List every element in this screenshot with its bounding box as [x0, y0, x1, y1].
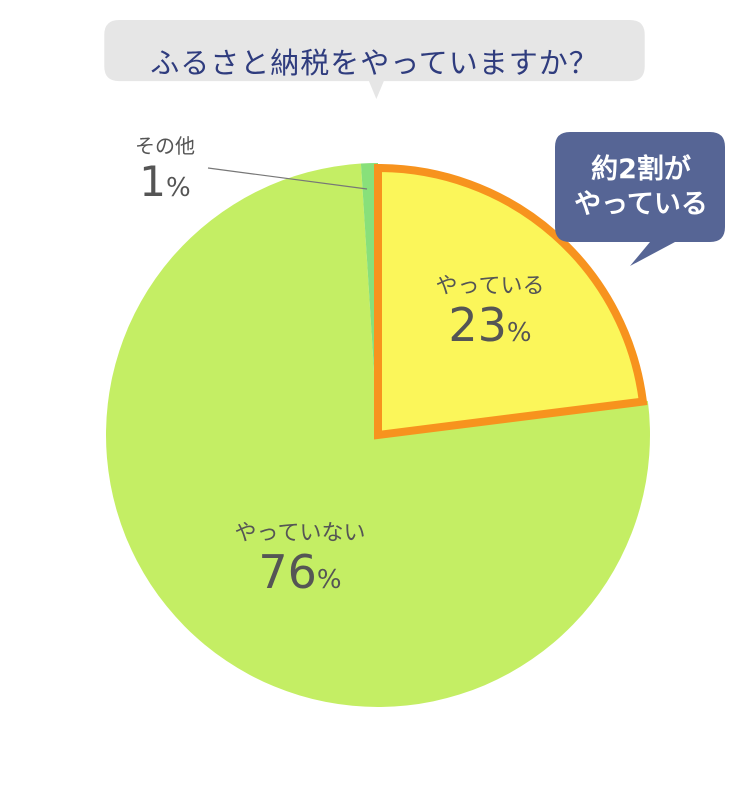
- slice-name-no: やっていない: [234, 521, 366, 546]
- slice-other: [360, 163, 378, 435]
- chart-title: ふるさと納税をやっていますか？: [150, 46, 599, 80]
- other-leader-line: [207, 167, 368, 190]
- slice-yes: [374, 163, 648, 440]
- callout-text: 約2割が やっている: [557, 132, 725, 242]
- slice-label-other: その他 1%: [110, 130, 220, 205]
- percent-unit: %: [506, 318, 532, 348]
- callout-bubble: [555, 132, 725, 266]
- callout-line1: 約2割が: [591, 153, 691, 185]
- slice-value-no: 76: [258, 545, 317, 599]
- slice-value-yes: 23: [448, 298, 507, 352]
- slice-name-yes: やっている: [435, 274, 545, 299]
- percent-unit: %: [316, 565, 342, 595]
- slice-label-no: やっていない 76%: [190, 515, 410, 598]
- callout-line2: やっている: [574, 189, 708, 220]
- slice-value-other: 1: [139, 157, 166, 206]
- title-bubble: [104, 20, 645, 100]
- slice-label-yes: やっている 23%: [400, 268, 580, 351]
- slice-name-other: その他: [135, 134, 195, 158]
- percent-unit: %: [166, 173, 191, 203]
